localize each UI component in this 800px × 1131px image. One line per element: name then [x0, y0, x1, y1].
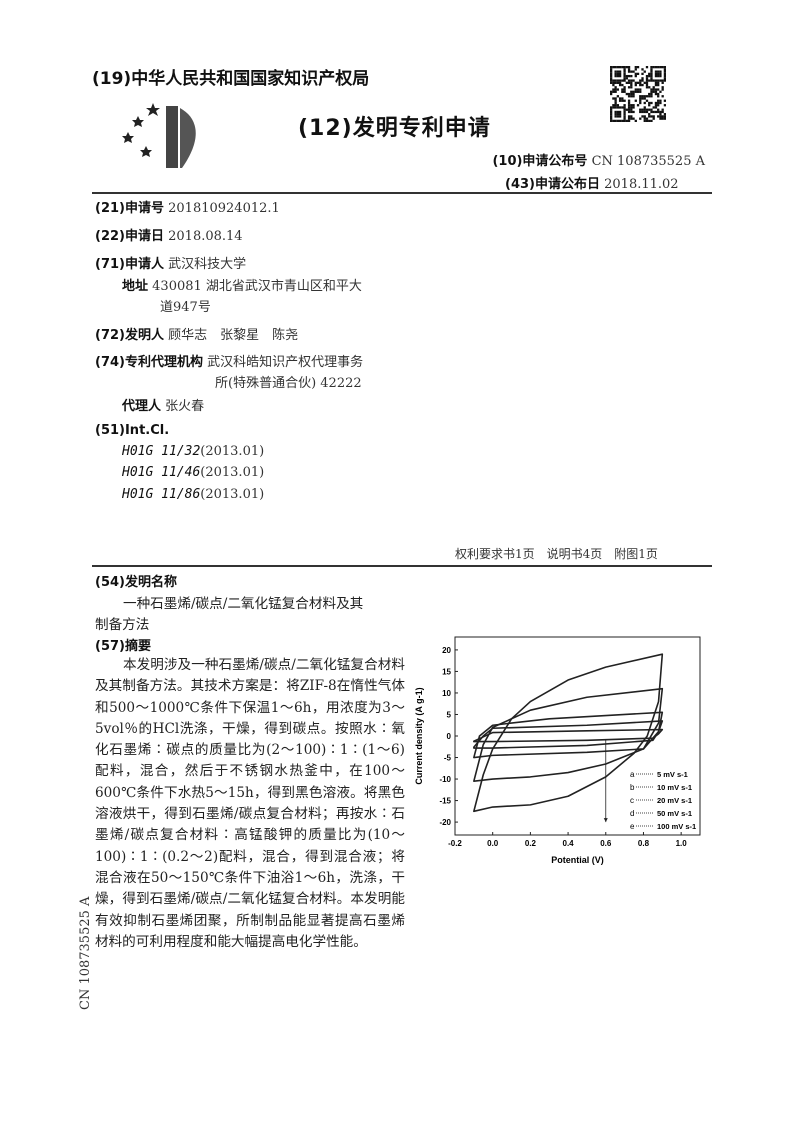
patent-agency: (74)专利代理机构 武汉科皓知识产权代理事务 — [95, 355, 364, 370]
intcl-label: (51)Int.Cl. — [95, 423, 170, 438]
cv-curve-e — [473, 653, 664, 813]
cv-curve-figure: -0.2 0.0 0.2 0.4 0.6 0.8 1.0 20 15 10 5 0 -5 -10 -15 -2… — [414, 636, 701, 865]
address-line2: 道947号 — [160, 300, 211, 315]
inventors: (72)发明人 顾华志 张黎星 陈尧 — [95, 328, 299, 343]
application-number: (21)申请号 201810924012.1 — [95, 201, 280, 216]
invention-title-label: (54)发明名称 — [95, 575, 177, 590]
y-tick-label: -15 — [439, 797, 451, 806]
y-tick-label: 10 — [442, 689, 451, 698]
legend-letter: c — [630, 796, 634, 805]
qr-code-icon — [610, 66, 666, 122]
y-tick-label: -20 — [439, 818, 451, 827]
x-tick-label: 0.4 — [563, 839, 575, 848]
office-name: (19)中华人民共和国国家知识产权局 — [92, 69, 370, 89]
x-tick-label: 0.6 — [600, 839, 612, 848]
invention-title-line2: 制备方法 — [95, 617, 150, 633]
pages-info: 权利要求书1页 说明书4页 附图1页 — [455, 547, 658, 561]
intcl-item: H01G 11/32(2013.01) — [122, 444, 265, 459]
x-tick-label: 0.8 — [638, 839, 650, 848]
cv-curve-a — [473, 728, 664, 743]
legend-label: 50 mV s-1 — [657, 809, 692, 818]
legend-letter: d — [630, 809, 634, 818]
x-axis-label: Potential (V) — [551, 855, 604, 865]
y-tick-label: -10 — [439, 775, 451, 784]
y-axis-label: Current density (A g-1) — [414, 687, 424, 784]
legend-label: 10 mV s-1 — [657, 783, 692, 792]
y-tick-label: 5 — [447, 710, 452, 719]
legend-letter: e — [630, 822, 635, 831]
abstract-label: (57)摘要 — [95, 639, 151, 654]
legend-label: 5 mV s-1 — [657, 770, 688, 779]
legend-label: 100 mV s-1 — [657, 822, 696, 831]
publication-number: (10)申请公布号 CN 108735525 A — [492, 154, 705, 169]
y-tick-label: 15 — [442, 667, 451, 676]
patent-agency-line2: 所(特殊普通合伙) 42222 — [215, 376, 362, 391]
agent: 代理人 张火春 — [122, 399, 205, 414]
plot-frame — [454, 636, 701, 836]
header-divider — [92, 192, 712, 194]
arrow-head-icon — [603, 818, 608, 823]
x-tick-label: -0.2 — [448, 839, 462, 848]
cnipa-logo — [122, 103, 196, 168]
cv-curve-c — [473, 711, 664, 759]
legend-letter: b — [630, 783, 635, 792]
x-tick-label: 0.2 — [525, 839, 537, 848]
application-date: (22)申请日 2018.08.14 — [95, 229, 243, 244]
y-tick-label: 20 — [442, 646, 451, 655]
legend-letter: a — [630, 770, 635, 779]
invention-title: 一种石墨烯/碳点/二氧化锰复合材料及其 — [123, 596, 364, 612]
intcl-item: H01G 11/86(2013.01) — [122, 487, 265, 502]
intcl-item: H01G 11/46(2013.01) — [122, 465, 265, 480]
legend-label: 20 mV s-1 — [657, 796, 692, 805]
publication-date: (43)申请公布日 2018.11.02 — [505, 177, 679, 192]
x-tick-label: 0.0 — [487, 839, 499, 848]
abstract-text: 本发明涉及一种石墨烯/碳点/二氧化锰复合材料及其制备方法。其技术方案是：将ZIF… — [95, 657, 405, 950]
section-divider — [92, 565, 712, 567]
y-tick-label: 0 — [447, 732, 452, 741]
document-type: (12)发明专利申请 — [298, 116, 491, 141]
cv-curve-d — [473, 687, 664, 782]
x-tick-label: 1.0 — [676, 839, 688, 848]
side-publication-number: CN 108735525 A — [78, 896, 93, 1010]
applicant: (71)申请人 武汉科技大学 — [95, 257, 247, 272]
y-tick-label: -5 — [444, 754, 452, 763]
address: 地址 430081 湖北省武汉市青山区和平大 — [122, 279, 362, 294]
